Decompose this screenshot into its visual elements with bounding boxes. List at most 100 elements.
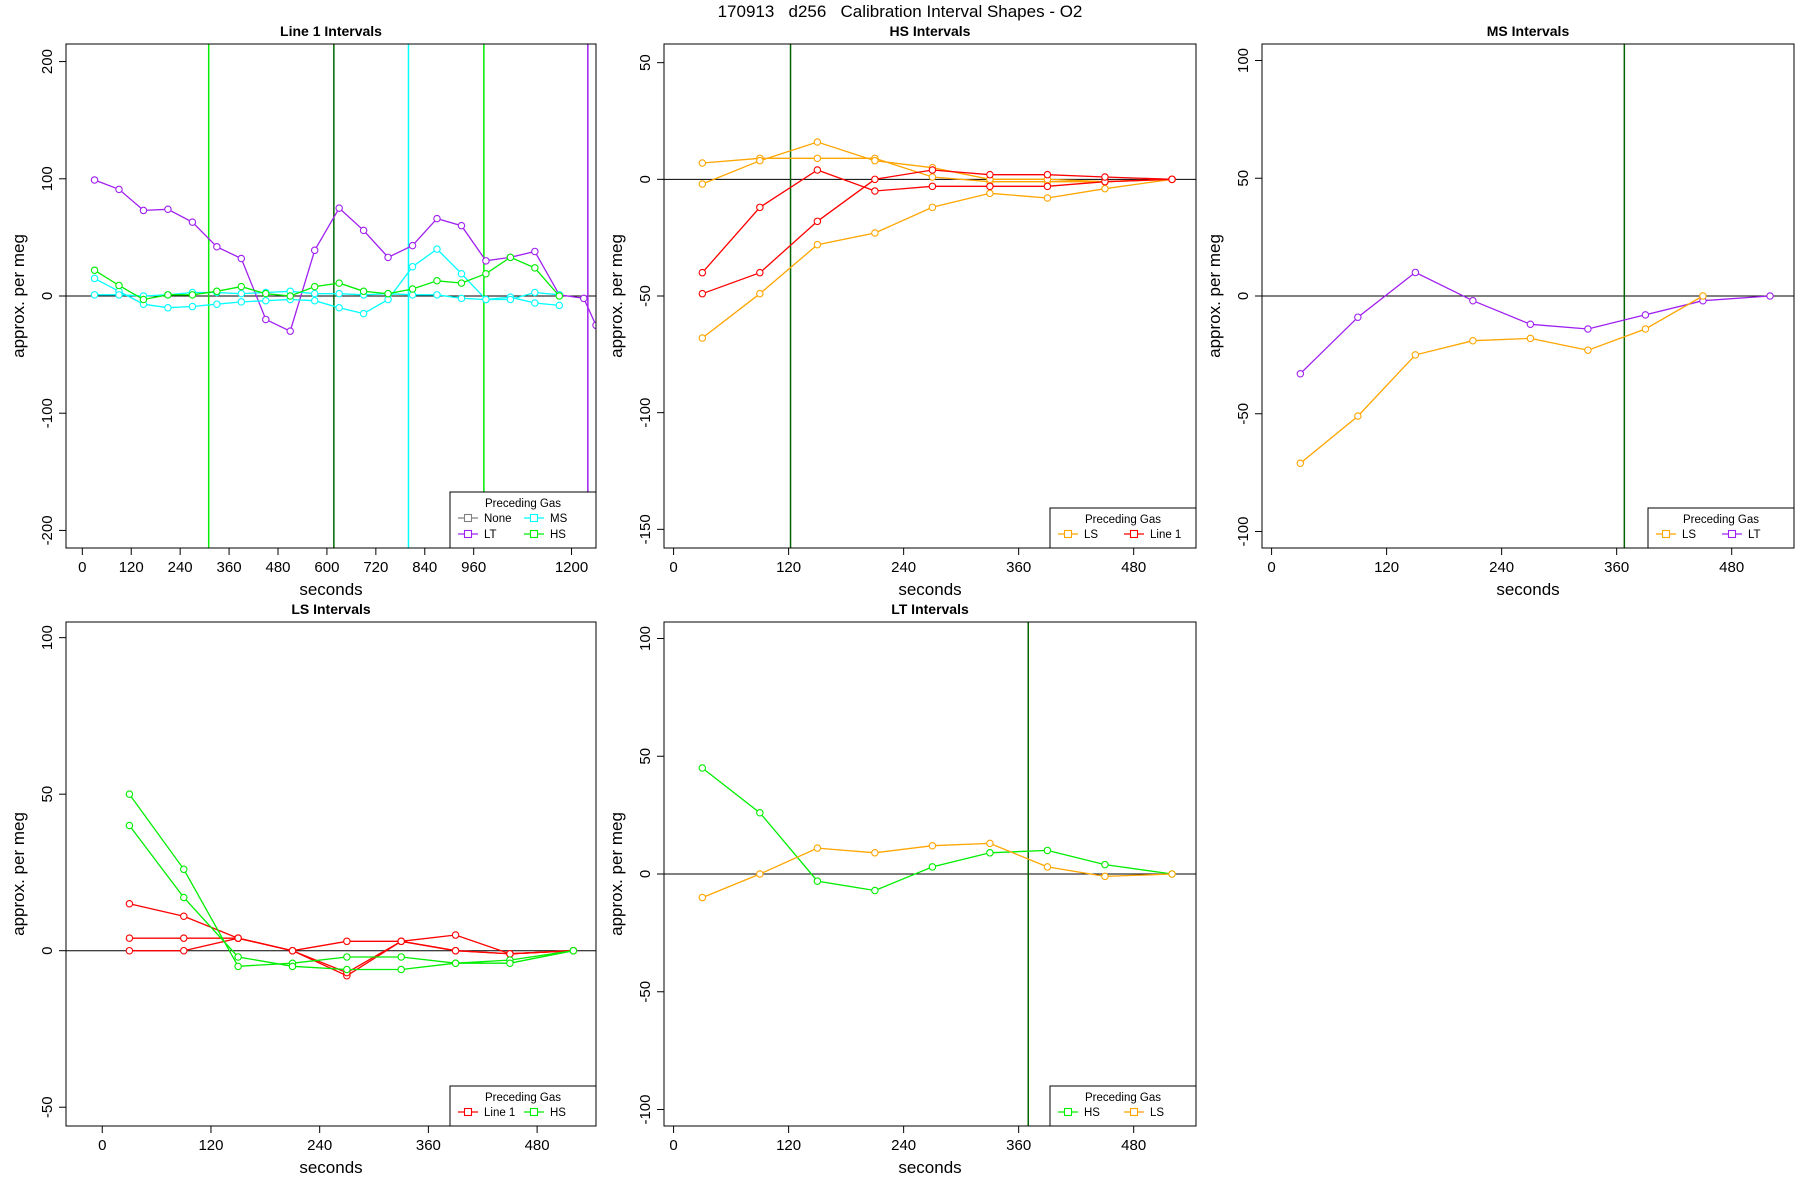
data-point	[90, 176, 99, 184]
data-point	[698, 893, 707, 902]
x-tick-label: 240	[891, 559, 916, 576]
data-point	[928, 863, 937, 871]
data-point	[1766, 292, 1774, 300]
legend: Preceding Gas None LT MS HS	[449, 491, 597, 549]
data-point	[1043, 170, 1052, 179]
data-point	[756, 809, 764, 817]
panel-title: LS Intervals	[291, 601, 371, 617]
series-line-1	[125, 899, 578, 980]
legend-box	[449, 1085, 597, 1127]
series-hs	[125, 790, 578, 971]
data-point	[531, 264, 539, 272]
y-tick-label: -50	[39, 1096, 56, 1118]
legend-title: Preceding Gas	[1085, 1092, 1161, 1104]
x-tick-label: 0	[98, 1137, 106, 1154]
data-point	[1354, 313, 1362, 321]
y-tick-label: -100	[637, 398, 654, 428]
data-point	[1296, 369, 1305, 378]
data-point	[343, 937, 351, 946]
x-axis: 0 120 240 360 480	[1267, 547, 1744, 576]
series-line-lt	[94, 179, 596, 333]
x-tick-label: 120	[119, 559, 144, 576]
x-axis: 0 120 240 360 480	[98, 1125, 550, 1154]
legend-box	[1647, 507, 1795, 549]
data-point	[286, 292, 294, 300]
data-point	[451, 931, 460, 939]
x-axis-label: seconds	[898, 580, 961, 599]
series-ls	[698, 839, 1176, 902]
data-point	[310, 246, 319, 255]
x-tick-label: 120	[776, 1137, 801, 1154]
data-point	[457, 221, 466, 230]
legend-entry-line-1: Line 1	[1124, 529, 1181, 541]
y-axis: -150 -100 -50 0 50	[637, 54, 665, 544]
legend-label: HS	[1084, 1107, 1100, 1119]
legend-entry-ms: MS	[524, 513, 568, 525]
panel-title: MS Intervals	[1487, 23, 1570, 39]
x-axis: 0 120 240 360 480	[669, 1125, 1146, 1154]
data-point	[555, 301, 564, 310]
data-point	[871, 849, 879, 857]
x-tick-label: 480	[265, 559, 290, 576]
figure-title: 170913 d256 Calibration Interval Shapes …	[717, 2, 1083, 21]
data-point	[1699, 292, 1707, 300]
legend: Preceding Gas LS Line 1	[1049, 507, 1197, 549]
data-point	[1101, 184, 1109, 193]
data-point	[310, 296, 319, 305]
legend-title: Preceding Gas	[485, 498, 561, 510]
y-tick-label: 100	[39, 625, 56, 650]
data-point	[115, 281, 123, 290]
data-point	[756, 870, 764, 878]
series-hs	[125, 821, 578, 974]
legend-swatch-marker	[1063, 1107, 1073, 1117]
x-tick-label: 1200	[555, 559, 588, 576]
data-point	[288, 946, 297, 955]
data-point	[90, 266, 99, 274]
plot-area	[664, 44, 1196, 548]
y-axis: -200 -100 0 100 200	[39, 49, 67, 545]
x-tick-label: 600	[314, 559, 339, 576]
data-point	[384, 253, 392, 262]
y-tick-label: -50	[1235, 403, 1252, 425]
y-tick-label: 0	[39, 947, 56, 955]
data-point	[928, 841, 937, 850]
series-lt	[1296, 268, 1774, 378]
legend-label: LS	[1150, 1107, 1164, 1119]
data-point	[457, 294, 466, 303]
x-axis-label: seconds	[1496, 580, 1559, 599]
data-point	[343, 953, 351, 961]
chart-ls-intervals: LS Intervals 0 120 240 360 480 seconds -50 0 50 10…	[9, 601, 597, 1177]
series-line-lt	[1299, 271, 1771, 375]
legend-swatch-marker	[1129, 1107, 1139, 1117]
data-point	[871, 156, 879, 165]
legend-swatch-marker	[529, 513, 539, 523]
data-point	[397, 953, 405, 961]
x-tick-label: 360	[416, 1137, 441, 1154]
x-tick-label: 360	[217, 559, 242, 576]
y-tick-label: 0	[1235, 292, 1252, 300]
data-point	[813, 138, 822, 146]
data-point	[288, 962, 297, 971]
legend-label: MS	[550, 513, 568, 525]
data-point	[451, 946, 460, 955]
y-tick-label: -200	[39, 515, 56, 545]
data-point	[928, 166, 937, 174]
series-ms	[90, 245, 564, 318]
series-line-line-1	[701, 169, 1173, 274]
data-point	[139, 206, 148, 215]
data-point	[237, 254, 246, 263]
series-line-hs	[701, 767, 1173, 892]
data-point	[359, 309, 368, 318]
data-point	[1411, 268, 1420, 277]
series-line-ls	[702, 842, 1173, 899]
data-point	[457, 269, 466, 278]
legend-label: LT	[484, 529, 497, 541]
data-point	[213, 287, 221, 296]
legend-swatch-marker	[529, 529, 539, 539]
data-point	[569, 946, 578, 955]
data-point	[871, 187, 879, 195]
legend-title: Preceding Gas	[485, 1092, 561, 1104]
data-point	[1168, 175, 1176, 184]
x-tick-label: 0	[669, 1137, 677, 1154]
y-axis-label: approx. per meg	[607, 812, 626, 936]
